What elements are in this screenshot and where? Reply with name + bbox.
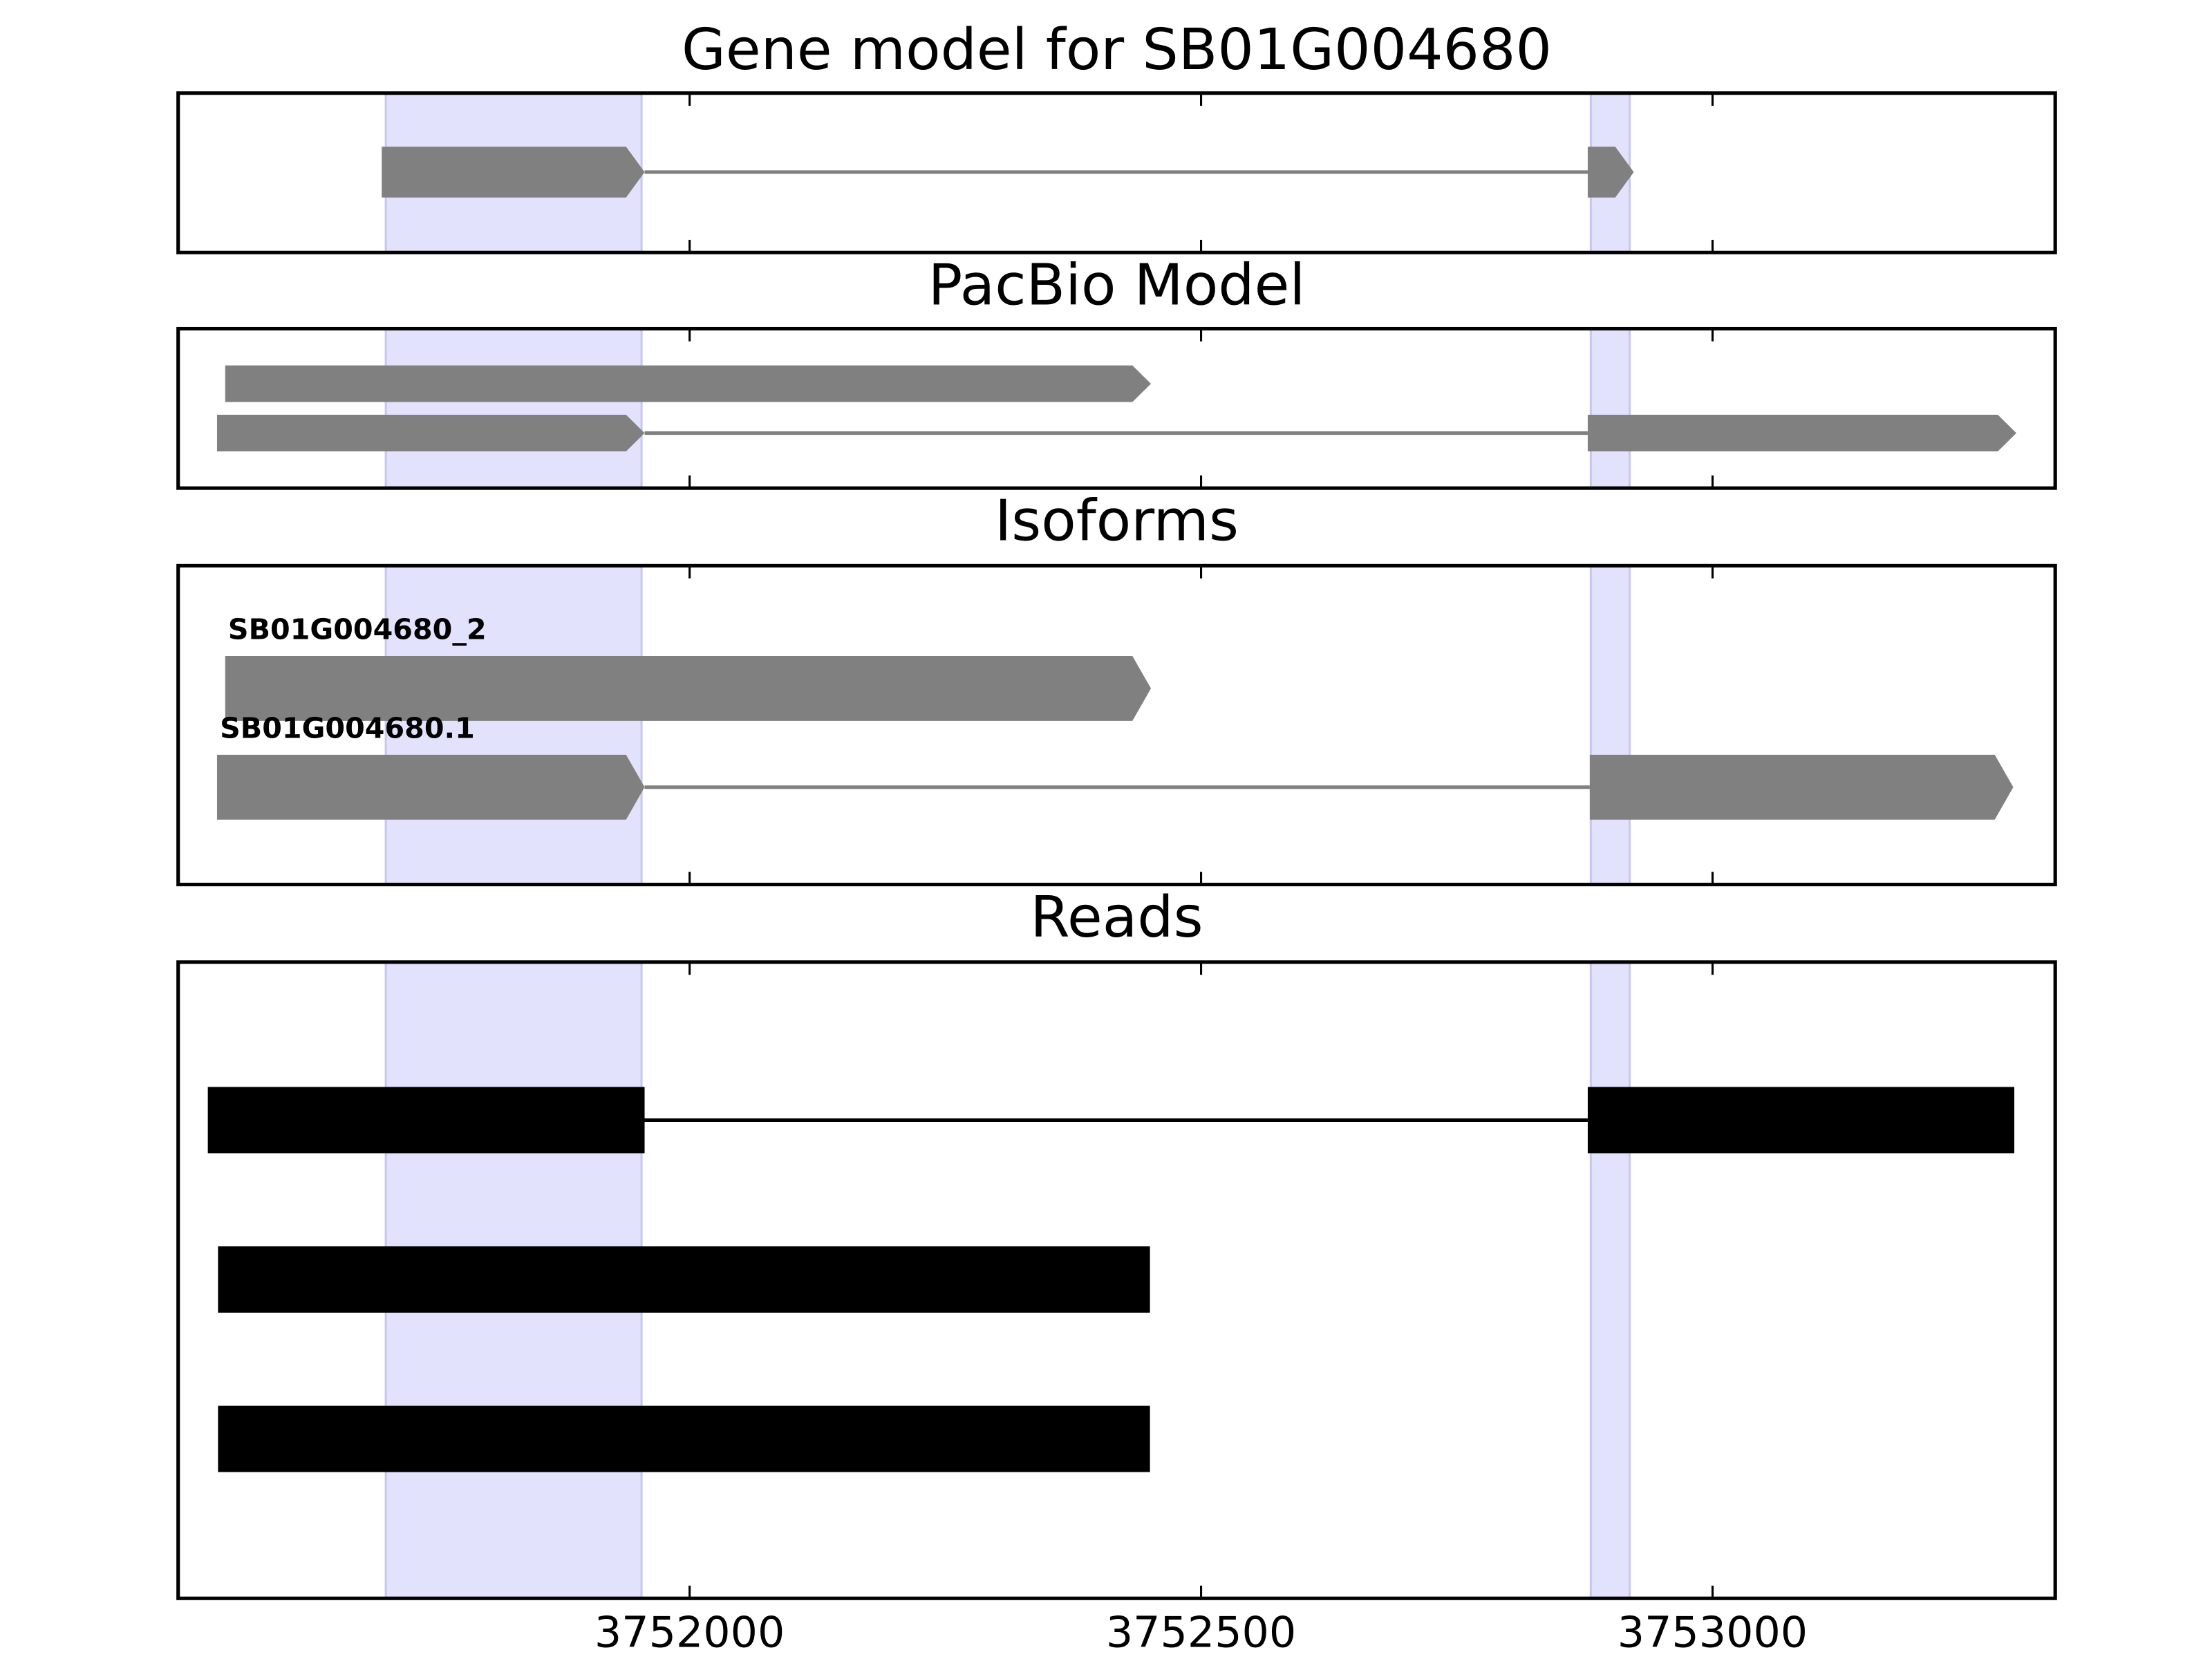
highlight-region bbox=[1589, 961, 1631, 1600]
exon bbox=[1587, 415, 2016, 452]
highlight-region bbox=[384, 327, 643, 489]
highlight-region bbox=[384, 564, 643, 886]
exon bbox=[225, 655, 1152, 721]
isoform-label: SB01G004680.1 bbox=[220, 712, 475, 745]
panel-frame bbox=[176, 91, 2057, 254]
exon bbox=[216, 415, 645, 452]
isoform-label: SB01G004680_2 bbox=[228, 613, 487, 646]
panel-title: Isoforms bbox=[995, 489, 1239, 554]
panel-frame bbox=[176, 960, 2057, 1600]
panel-frame bbox=[176, 326, 2057, 490]
panel-frame bbox=[176, 563, 2057, 887]
panel-title: PacBio Model bbox=[928, 253, 1306, 319]
panel-title: Reads bbox=[1030, 885, 1203, 950]
read-block bbox=[207, 1087, 645, 1154]
exon bbox=[216, 754, 645, 820]
read-block bbox=[218, 1246, 1150, 1313]
x-tick-label: 3753000 bbox=[1618, 1608, 1808, 1658]
highlight-region bbox=[1589, 564, 1631, 886]
exon bbox=[1589, 754, 2014, 820]
exon bbox=[1587, 147, 1634, 198]
exon bbox=[225, 365, 1152, 402]
highlight-region bbox=[1589, 327, 1631, 489]
panel-title: Gene model for SB01G004680 bbox=[682, 17, 1552, 83]
read-block bbox=[218, 1405, 1150, 1472]
x-tick-label: 3752500 bbox=[1106, 1608, 1296, 1658]
exon bbox=[382, 147, 645, 198]
x-tick-label: 3752000 bbox=[594, 1608, 785, 1658]
read-block bbox=[1587, 1087, 2015, 1154]
